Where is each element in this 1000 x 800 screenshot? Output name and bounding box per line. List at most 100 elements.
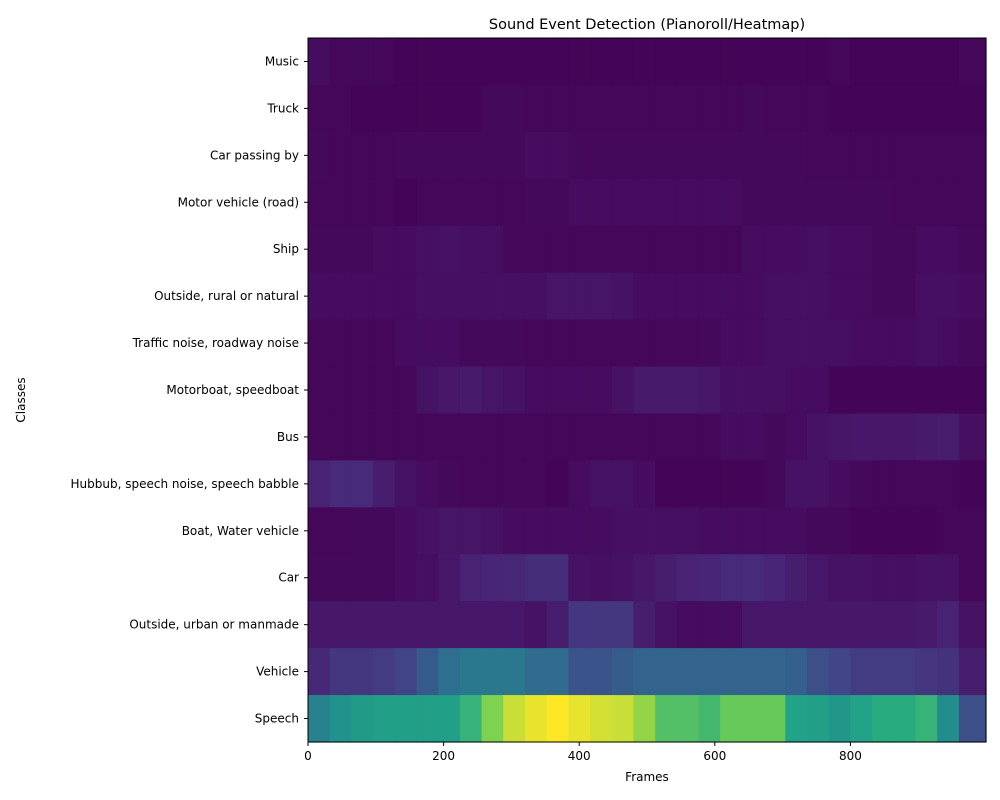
heatmap-cell xyxy=(828,366,851,415)
heatmap-cell xyxy=(351,225,374,274)
heatmap-cell xyxy=(763,460,786,508)
heatmap-cell xyxy=(698,601,721,649)
heatmap-cell xyxy=(720,366,743,415)
heatmap-cell xyxy=(872,84,895,133)
heatmap-cell xyxy=(741,648,765,696)
heatmap-cell xyxy=(329,84,352,133)
heatmap-cell xyxy=(373,507,396,555)
heatmap-cell xyxy=(308,648,331,696)
heatmap-cell xyxy=(503,413,526,461)
heatmap-cell xyxy=(459,648,483,696)
heatmap-cell xyxy=(698,695,721,743)
heatmap-cell xyxy=(568,695,591,743)
x-tick-label: 600 xyxy=(703,749,726,763)
heatmap-cell xyxy=(958,413,987,461)
heatmap-cell xyxy=(698,554,721,602)
heatmap-cell xyxy=(633,601,656,649)
heatmap-cell xyxy=(893,695,917,743)
heatmap-cell xyxy=(937,695,960,743)
heatmap-cell xyxy=(720,460,743,508)
heatmap-cell xyxy=(611,648,635,696)
heatmap-cell xyxy=(308,507,331,555)
heatmap-cell xyxy=(958,460,987,508)
heatmap-cell xyxy=(893,648,917,696)
heatmap-cell xyxy=(785,272,808,321)
heatmap-cell xyxy=(915,413,938,461)
heatmap-cell xyxy=(351,38,374,86)
heatmap-cell xyxy=(373,601,396,649)
heatmap-cell xyxy=(807,507,830,555)
heatmap-cell xyxy=(568,648,591,696)
heatmap-cell xyxy=(373,648,396,696)
heatmap-cell xyxy=(394,225,418,274)
heatmap-cell xyxy=(373,695,396,743)
heatmap-cell xyxy=(524,131,548,180)
heatmap-cell xyxy=(611,460,635,508)
heatmap-cell xyxy=(655,413,678,461)
heatmap-cell xyxy=(655,460,678,508)
heatmap-cell xyxy=(850,507,873,555)
heatmap-cell xyxy=(655,507,678,555)
heatmap-cell xyxy=(958,272,987,321)
heatmap-cell xyxy=(329,366,352,415)
heatmap-cell xyxy=(828,648,851,696)
heatmap-cell xyxy=(546,366,569,415)
heatmap-cell xyxy=(698,366,721,415)
heatmap-cell xyxy=(655,272,678,321)
heatmap-cell xyxy=(459,38,483,86)
heatmap-cell xyxy=(503,178,526,227)
heatmap-cell xyxy=(481,272,504,321)
heatmap-cell xyxy=(329,38,352,86)
heatmap-cell xyxy=(308,554,331,602)
heatmap-cell xyxy=(481,38,504,86)
heatmap-cell xyxy=(958,695,987,743)
heatmap-cell xyxy=(459,319,483,368)
heatmap-cell xyxy=(785,131,808,180)
heatmap-cell xyxy=(351,460,374,508)
heatmap-cell xyxy=(438,648,461,696)
heatmap-cell xyxy=(850,554,873,602)
heatmap-cell xyxy=(872,507,895,555)
heatmap-cell xyxy=(958,225,987,274)
heatmap-cell xyxy=(893,366,917,415)
heatmap-cell xyxy=(698,648,721,696)
heatmap-cell xyxy=(459,507,483,555)
heatmap-cell xyxy=(394,554,418,602)
x-tick-label: 400 xyxy=(568,749,591,763)
heatmap-cell xyxy=(308,178,331,227)
heatmap-cell xyxy=(633,554,656,602)
heatmap-cell xyxy=(503,648,526,696)
heatmap-cell xyxy=(741,695,765,743)
heatmap-cell xyxy=(503,225,526,274)
heatmap-cell xyxy=(698,178,721,227)
heatmap-cell xyxy=(373,413,396,461)
x-tick-label: 800 xyxy=(839,749,862,763)
heatmap-cell xyxy=(720,648,743,696)
heatmap-cell xyxy=(915,507,938,555)
heatmap-cell xyxy=(611,695,635,743)
heatmap-cell xyxy=(915,131,938,180)
heatmap-cell xyxy=(438,319,461,368)
heatmap-cell xyxy=(503,366,526,415)
heatmap-cell xyxy=(568,225,591,274)
heatmap-cell xyxy=(872,272,895,321)
heatmap-cell xyxy=(850,178,873,227)
heatmap-cell xyxy=(459,366,483,415)
heatmap-cell xyxy=(893,413,917,461)
heatmap-cell xyxy=(720,84,743,133)
heatmap-cell xyxy=(590,178,613,227)
heatmap-cell xyxy=(720,695,743,743)
heatmap-cell xyxy=(807,413,830,461)
heatmap-cell xyxy=(807,38,830,86)
heatmap-cell xyxy=(937,131,960,180)
heatmap-cell xyxy=(394,319,418,368)
heatmap-cell xyxy=(785,413,808,461)
heatmap-cell xyxy=(590,601,613,649)
heatmap-cell xyxy=(720,413,743,461)
heatmap-cell xyxy=(611,84,635,133)
heatmap-cell xyxy=(828,601,851,649)
heatmap-cell xyxy=(503,554,526,602)
heatmap-cell xyxy=(546,413,569,461)
heatmap-cell xyxy=(351,601,374,649)
heatmap-cell xyxy=(763,84,786,133)
